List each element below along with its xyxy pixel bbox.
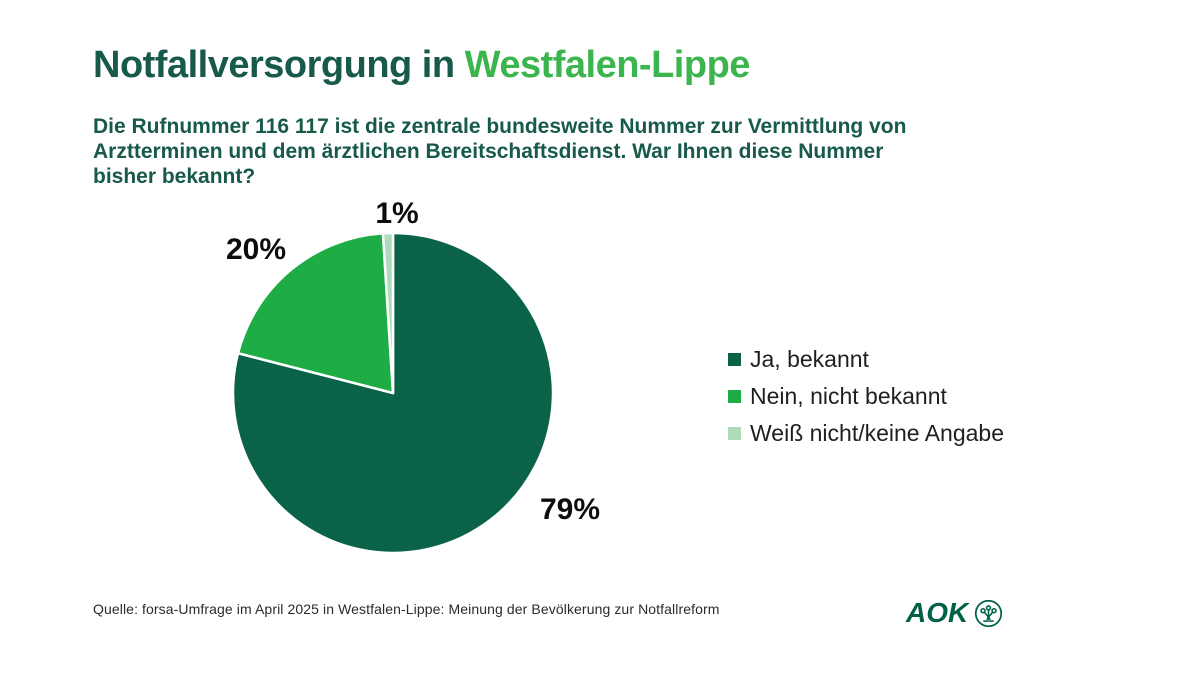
legend-label: Weiß nicht/keine Angabe xyxy=(750,419,1005,446)
slice-value-label: 1% xyxy=(375,197,419,230)
survey-question: Die Rufnummer 116 117 ist die zentrale b… xyxy=(93,114,906,189)
aok-logo-text: AOK xyxy=(906,597,969,628)
pie-slice xyxy=(381,231,395,395)
pie-chart xyxy=(228,228,558,558)
title-prefix: Notfallversorgung in xyxy=(93,44,465,86)
survey-question-line: bisher bekannt? xyxy=(93,165,256,188)
aok-logo: AOK xyxy=(906,597,1003,629)
legend-item: Weiß nicht/keine Angabe xyxy=(728,419,1004,447)
pie-chart-svg xyxy=(231,231,555,555)
legend-swatch-light-green xyxy=(728,426,741,440)
legend-label: Nein, nicht bekannt xyxy=(750,382,947,409)
survey-question-line: Die Rufnummer 116 117 ist die zentrale b… xyxy=(93,115,907,138)
legend-item: Ja, bekannt xyxy=(728,345,1004,373)
page-title: Notfallversorgung in Westfalen-Lippe xyxy=(93,44,750,87)
tree-of-life-icon xyxy=(974,599,1003,628)
survey-question-line: Arztterminen und dem ärztlichen Bereitsc… xyxy=(93,140,884,163)
slice-value-label: 79% xyxy=(539,493,601,526)
pie-slice xyxy=(236,232,395,395)
title-highlight: Westfalen-Lippe xyxy=(464,44,751,86)
slice-value-label: 20% xyxy=(225,233,287,266)
legend: Ja, bekannt Nein, nicht bekannt Weiß nic… xyxy=(728,345,1004,456)
legend-label: Ja, bekannt xyxy=(750,345,869,372)
legend-swatch-dark-green xyxy=(728,352,741,366)
source-note: Quelle: forsa-Umfrage im April 2025 in W… xyxy=(93,601,720,617)
legend-item: Nein, nicht bekannt xyxy=(728,382,1004,410)
legend-swatch-medium-green xyxy=(728,389,741,403)
